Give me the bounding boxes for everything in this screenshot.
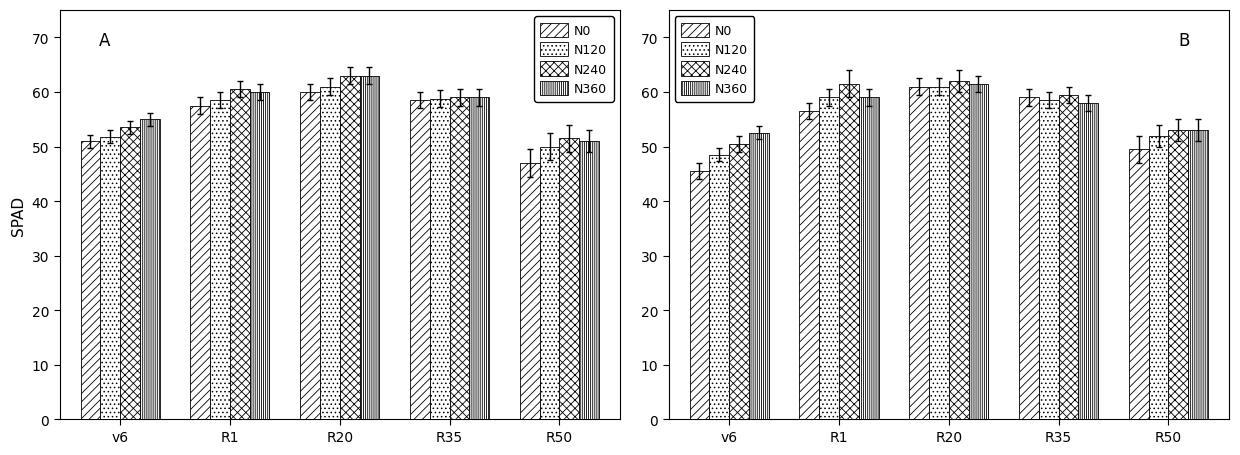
Bar bbox=[120, 128, 140, 420]
Bar bbox=[539, 147, 559, 420]
Bar bbox=[1039, 101, 1059, 420]
Bar bbox=[1148, 136, 1168, 420]
Y-axis label: SPAD: SPAD bbox=[11, 195, 26, 235]
Bar bbox=[1019, 98, 1039, 420]
Text: A: A bbox=[99, 31, 110, 50]
Bar bbox=[800, 112, 820, 420]
Legend: N0, N120, N240, N360: N0, N120, N240, N360 bbox=[675, 17, 754, 102]
Bar bbox=[968, 85, 988, 420]
Bar bbox=[929, 87, 949, 420]
Bar bbox=[81, 142, 100, 420]
Bar bbox=[949, 82, 968, 420]
Bar bbox=[450, 98, 470, 420]
Bar bbox=[820, 98, 839, 420]
Bar bbox=[1168, 131, 1188, 420]
Bar bbox=[559, 139, 579, 420]
Bar bbox=[340, 76, 360, 420]
Text: B: B bbox=[1178, 31, 1189, 50]
Legend: N0, N120, N240, N360: N0, N120, N240, N360 bbox=[534, 17, 614, 102]
Bar bbox=[909, 87, 929, 420]
Bar bbox=[410, 101, 430, 420]
Bar bbox=[470, 98, 489, 420]
Bar bbox=[729, 145, 749, 420]
Bar bbox=[249, 93, 269, 420]
Bar bbox=[689, 172, 709, 420]
Bar bbox=[140, 120, 160, 420]
Bar bbox=[1128, 150, 1148, 420]
Bar bbox=[100, 137, 120, 420]
Bar bbox=[360, 76, 379, 420]
Bar bbox=[430, 99, 450, 420]
Bar bbox=[520, 164, 539, 420]
Bar bbox=[300, 93, 320, 420]
Bar bbox=[211, 101, 229, 420]
Bar bbox=[1188, 131, 1208, 420]
Bar bbox=[709, 156, 729, 420]
Bar bbox=[320, 87, 340, 420]
Bar bbox=[1059, 96, 1079, 420]
Bar bbox=[191, 106, 211, 420]
Bar bbox=[1079, 104, 1099, 420]
Bar bbox=[839, 85, 859, 420]
Bar bbox=[859, 98, 878, 420]
Bar bbox=[579, 142, 599, 420]
Bar bbox=[749, 134, 769, 420]
Bar bbox=[229, 90, 249, 420]
